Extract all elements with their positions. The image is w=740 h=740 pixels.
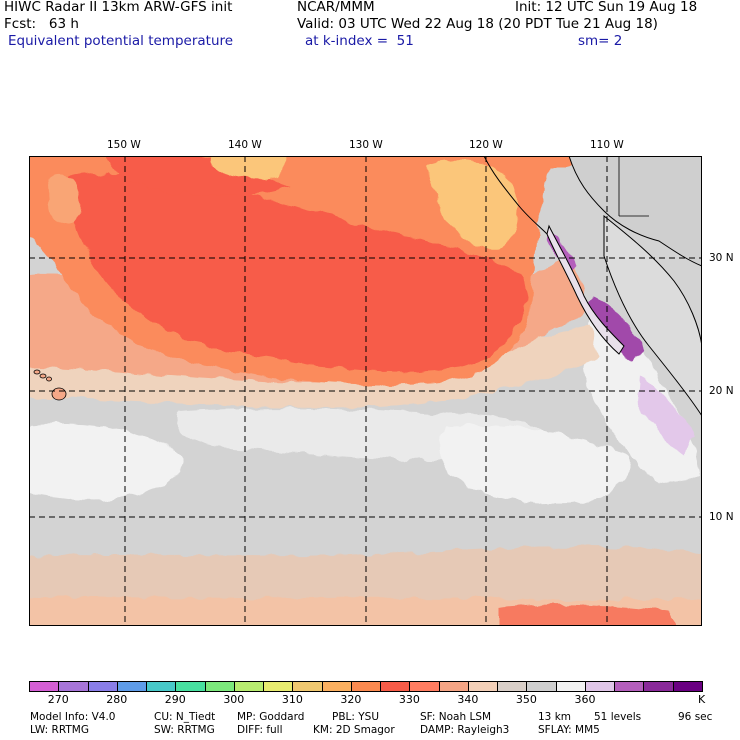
colorbar-label: 360 [574, 693, 596, 706]
colorbar-swatch [584, 681, 616, 692]
forecast-hour: Fcst: 63 h [4, 16, 79, 32]
footer-cu: CU: N_Tiedt [154, 711, 216, 723]
colorbar-label: 270 [47, 693, 69, 706]
lat-label-10n: 10 N [709, 511, 734, 523]
lon-label-150w: 150 W [107, 139, 141, 151]
lon-label-110w: 110 W [590, 139, 624, 151]
lon-label-140w: 140 W [228, 139, 262, 151]
theta-e-map [29, 156, 702, 626]
colorbar-swatch [380, 681, 411, 692]
lat-label-20n: 20 N [709, 385, 734, 397]
lon-label-130w: 130 W [349, 139, 383, 151]
smoothing-label: sm= 2 [578, 33, 623, 49]
footer-model-info: Model Info: V4.0 [30, 711, 116, 723]
white-area-east [437, 425, 631, 505]
colorbar-label: 350 [515, 693, 537, 706]
land-us-southwest [568, 156, 702, 267]
yellow-spot-coast [428, 161, 519, 249]
colorbar-label: 330 [398, 693, 420, 706]
footer-diff: DIFF: full [237, 724, 283, 736]
colorbar-swatch [350, 681, 382, 692]
colorbar-swatch [555, 681, 586, 692]
colorbar-swatch [497, 681, 528, 692]
california-coastline [483, 156, 548, 235]
footer-levels: 51 levels [594, 711, 642, 723]
colorbar-swatch [292, 681, 323, 692]
colorbar-swatch [467, 681, 499, 692]
colorbar-swatch [409, 681, 440, 692]
colorbar-label: 290 [164, 693, 186, 706]
map-frame [29, 156, 702, 626]
baja-california [546, 224, 625, 355]
colorbar-swatch [146, 681, 177, 692]
colorbar-swatch [87, 681, 118, 692]
colorbar-swatch [438, 681, 469, 692]
red-core [67, 173, 527, 372]
colorbar-label: 310 [281, 693, 303, 706]
colorbar-swatch [175, 681, 206, 692]
colorbar-label: 280 [106, 693, 128, 706]
footer-resolution: 13 km [538, 711, 572, 723]
lavender-mexico [637, 376, 694, 456]
footer-pbl: PBL: YSU [332, 711, 380, 723]
footer-damp: DAMP: Rayleigh3 [420, 724, 510, 736]
institution-label: NCAR/MMM [297, 0, 375, 15]
footer-lw: LW: RRTMG [30, 724, 89, 736]
footer-timestep: 96 sec [678, 711, 713, 723]
valid-time: Valid: 03 UTC Wed 22 Aug 18 (20 PDT Tue … [297, 16, 658, 32]
field-name: Equivalent potential temperature [8, 33, 234, 49]
colorbar-swatch [526, 681, 557, 692]
colorbar-swatch [29, 681, 60, 692]
level-index: at k-index = 51 [305, 33, 414, 49]
graticule [29, 156, 702, 626]
footer-mp: MP: Goddard [237, 711, 305, 723]
white-area-west [29, 423, 183, 500]
lon-label-120w: 120 W [469, 139, 503, 151]
colorbar-label: 320 [340, 693, 362, 706]
footer-km: KM: 2D Smagor [313, 724, 395, 736]
colorbar-swatch [643, 681, 674, 692]
colorbar-swatch [263, 681, 294, 692]
colorbar-swatch [58, 681, 89, 692]
footer-sf: SF: Noah LSM [420, 711, 492, 723]
init-time: Init: 12 UTC Sun 19 Aug 18 [515, 0, 698, 15]
yellow-spot-north [211, 156, 286, 179]
footer-sflay: SFLAY: MM5 [538, 724, 600, 736]
colorbar-swatch [672, 681, 703, 692]
model-title: HIWC Radar II 13km ARW-GFS init [4, 0, 233, 15]
colorbar-swatch [204, 681, 235, 692]
footer-sw: SW: RRTMG [154, 724, 215, 736]
colorbar-label: 340 [457, 693, 479, 706]
colorbar-swatch [233, 681, 265, 692]
colorbar-swatch [116, 681, 148, 692]
colorbar-swatch [321, 681, 352, 692]
colorbar-unit: K [698, 693, 706, 706]
lat-label-30n: 30 N [709, 252, 734, 264]
red-patch-south [499, 604, 675, 626]
purple-mexico [589, 296, 644, 361]
colorbar-label: 300 [223, 693, 245, 706]
colorbar-swatch [614, 681, 645, 692]
